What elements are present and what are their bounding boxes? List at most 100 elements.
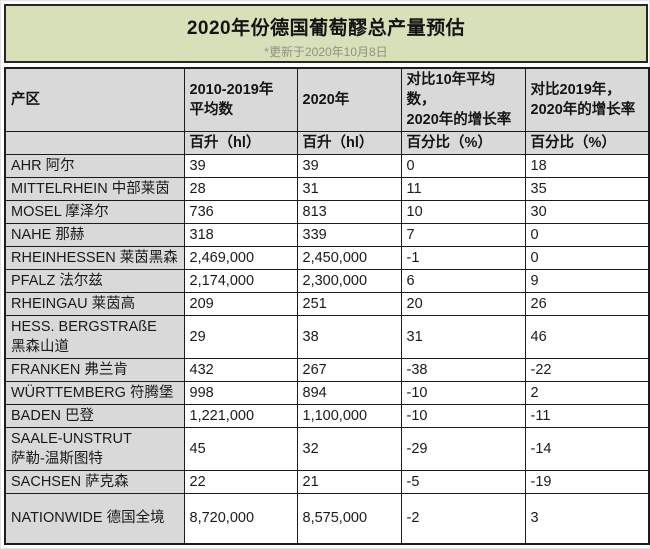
value-2020-cell: 39 [296,154,402,178]
growth-vs-2019-cell: 0 [524,246,650,270]
avg-2010-2019-cell: 29 [183,315,298,359]
avg-2010-2019-cell: 209 [183,292,298,316]
growth-vs-2019-cell: -22 [524,358,650,382]
value-2020-cell: 2,450,000 [296,246,402,270]
col-header-2020: 2020年 [296,67,402,132]
table-row: RHEINHESSEN 莱茵黑森 2,469,000 2,450,000 -1 … [4,246,650,270]
region-cell: WÜRTTEMBERG 符腾堡 [4,381,185,405]
region-cell: PFALZ 法尔兹 [4,269,185,293]
growth-vs-2019-cell: -11 [524,404,650,428]
value-2020-cell: 38 [296,315,402,359]
growth-vs-10yr-cell: -10 [400,381,526,405]
avg-2010-2019-cell: 28 [183,177,298,201]
growth-vs-10yr-cell: -38 [400,358,526,382]
avg-2010-2019-cell: 998 [183,381,298,405]
growth-vs-2019-cell: 26 [524,292,650,316]
growth-vs-2019-cell: -19 [524,470,650,494]
unit-region-empty [4,131,185,155]
unit-header-row: 百升（hl） 百升（hl） 百分比（%） 百分比（%） [4,131,650,155]
value-2020-cell: 339 [296,223,402,247]
table-row: WÜRTTEMBERG 符腾堡 998 894 -10 2 [4,381,650,405]
page-title: 2020年份德国葡萄醪总产量预估 [186,18,466,39]
table-head: 产区 2010-2019年 平均数 2020年 对比10年平均数， 2020年的… [4,67,650,155]
title-banner: 2020年份德国葡萄醪总产量预估 *更新于2020年10月8日 [4,4,648,63]
region-cell: MOSEL 摩泽尔 [4,200,185,224]
growth-vs-2019-cell: 46 [524,315,650,359]
table-row: NATIONWIDE 德国全境 8,720,000 8,575,000 -2 3 [4,493,650,544]
avg-2010-2019-cell: 736 [183,200,298,224]
value-2020-cell: 267 [296,358,402,382]
growth-vs-2019-cell: 9 [524,269,650,293]
region-cell: RHEINGAU 莱茵高 [4,292,185,316]
unit-hl-avg: 百升（hl） [183,131,298,155]
update-note: *更新于2020年10月8日 [264,45,388,59]
value-2020-cell: 813 [296,200,402,224]
growth-vs-10yr-cell: -5 [400,470,526,494]
table-row: FRANKEN 弗兰肯 432 267 -38 -22 [4,358,650,382]
avg-2010-2019-cell: 1,221,000 [183,404,298,428]
growth-vs-10yr-cell: 6 [400,269,526,293]
region-cell: NAHE 那赫 [4,223,185,247]
table-body: AHR 阿尔 39 39 0 18 MITTELRHEIN 中部莱茵 28 31… [4,154,650,544]
growth-vs-10yr-cell: 10 [400,200,526,224]
table-row: HESS. BERGSTRAßE 黑森山道 29 38 31 46 [4,315,650,359]
growth-vs-10yr-cell: -1 [400,246,526,270]
col-header-avg-2010-2019: 2010-2019年 平均数 [183,67,298,132]
growth-vs-2019-cell: 0 [524,223,650,247]
value-2020-cell: 1,100,000 [296,404,402,428]
table-row: MITTELRHEIN 中部莱茵 28 31 11 35 [4,177,650,201]
avg-2010-2019-cell: 2,469,000 [183,246,298,270]
growth-vs-10yr-cell: 0 [400,154,526,178]
value-2020-cell: 251 [296,292,402,316]
growth-vs-2019-cell: 18 [524,154,650,178]
column-header-row: 产区 2010-2019年 平均数 2020年 对比10年平均数， 2020年的… [4,67,650,132]
table-row: BADEN 巴登 1,221,000 1,100,000 -10 -11 [4,404,650,428]
region-cell: AHR 阿尔 [4,154,185,178]
table-row: MOSEL 摩泽尔 736 813 10 30 [4,200,650,224]
growth-vs-10yr-cell: -10 [400,404,526,428]
avg-2010-2019-cell: 22 [183,470,298,494]
avg-2010-2019-cell: 39 [183,154,298,178]
avg-2010-2019-cell: 318 [183,223,298,247]
table-row: SACHSEN 萨克森 22 21 -5 -19 [4,470,650,494]
growth-vs-2019-cell: 35 [524,177,650,201]
growth-vs-2019-cell: 3 [524,493,650,544]
value-2020-cell: 21 [296,470,402,494]
table-row: SAALE-UNSTRUT 萨勒-温斯图特 45 32 -29 -14 [4,427,650,471]
table-row: PFALZ 法尔兹 2,174,000 2,300,000 6 9 [4,269,650,293]
table-row: AHR 阿尔 39 39 0 18 [4,154,650,178]
value-2020-cell: 894 [296,381,402,405]
production-table: 产区 2010-2019年 平均数 2020年 对比10年平均数， 2020年的… [4,67,650,545]
growth-vs-10yr-cell: -2 [400,493,526,544]
growth-vs-2019-cell: -14 [524,427,650,471]
unit-pct-vs-2019: 百分比（%） [524,131,650,155]
avg-2010-2019-cell: 432 [183,358,298,382]
col-header-growth-vs-2019: 对比2019年， 2020年的增长率 [524,67,650,132]
region-cell: BADEN 巴登 [4,404,185,428]
value-2020-cell: 2,300,000 [296,269,402,293]
growth-vs-10yr-cell: 7 [400,223,526,247]
region-cell: SACHSEN 萨克森 [4,470,185,494]
value-2020-cell: 8,575,000 [296,493,402,544]
region-cell: HESS. BERGSTRAßE 黑森山道 [4,315,185,359]
avg-2010-2019-cell: 2,174,000 [183,269,298,293]
growth-vs-10yr-cell: 11 [400,177,526,201]
table-row: RHEINGAU 莱茵高 209 251 20 26 [4,292,650,316]
region-cell: SAALE-UNSTRUT 萨勒-温斯图特 [4,427,185,471]
value-2020-cell: 31 [296,177,402,201]
avg-2010-2019-cell: 8,720,000 [183,493,298,544]
region-cell: MITTELRHEIN 中部莱茵 [4,177,185,201]
unit-hl-2020: 百升（hl） [296,131,402,155]
growth-vs-2019-cell: 30 [524,200,650,224]
region-cell: RHEINHESSEN 莱茵黑森 [4,246,185,270]
table-row: NAHE 那赫 318 339 7 0 [4,223,650,247]
growth-vs-10yr-cell: -29 [400,427,526,471]
col-header-growth-vs-10yr: 对比10年平均数， 2020年的增长率 [400,67,526,132]
unit-pct-vs-10yr: 百分比（%） [400,131,526,155]
growth-vs-10yr-cell: 31 [400,315,526,359]
growth-vs-10yr-cell: 20 [400,292,526,316]
region-cell: NATIONWIDE 德国全境 [4,493,185,544]
avg-2010-2019-cell: 45 [183,427,298,471]
value-2020-cell: 32 [296,427,402,471]
